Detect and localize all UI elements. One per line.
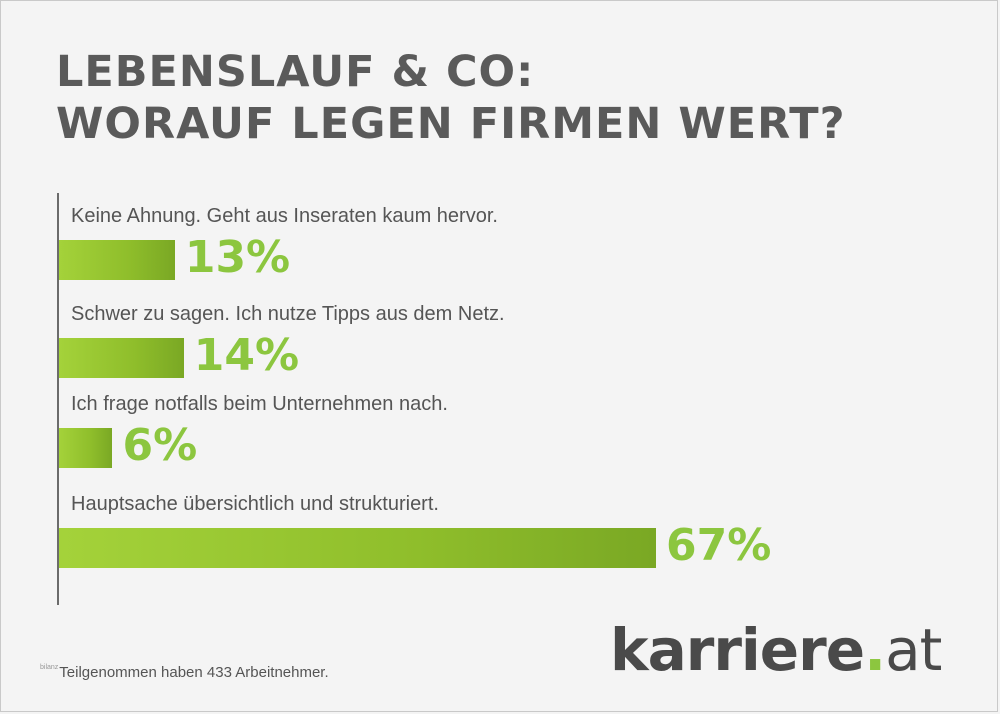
footnote-text: Teilgenommen haben 433 Arbeitnehmer. (59, 664, 329, 681)
chart-title: LEBENSLAUF & CO: WORAUF LEGEN FIRMEN WER… (56, 46, 846, 150)
value-label: 13% (184, 232, 291, 283)
title-line-2: WORAUF LEGEN FIRMEN WERT? (56, 99, 846, 149)
footnote: bilanzTeilgenommen haben 433 Arbeitnehme… (40, 664, 329, 681)
category-label: Hauptsache übersichtlich und strukturier… (71, 493, 439, 515)
logo-suffix: at (885, 616, 942, 684)
bar (59, 240, 175, 280)
category-label: Keine Ahnung. Geht aus Inseraten kaum he… (71, 205, 498, 227)
logo-name: karriere (610, 616, 865, 684)
value-label: 67% (666, 520, 772, 571)
value-label: 6% (122, 420, 198, 471)
y-axis-line (57, 193, 59, 605)
title-line-1: LEBENSLAUF & CO: (56, 47, 535, 97)
bar (59, 528, 656, 568)
footnote-tiny-text: bilanz (40, 664, 59, 671)
value-label: 14% (193, 330, 300, 381)
bar (59, 428, 113, 468)
bar (59, 338, 184, 378)
karriere-logo: karriere.at (610, 616, 942, 684)
logo-dot: . (864, 616, 886, 684)
category-label: Ich frage notfalls beim Unternehmen nach… (71, 393, 448, 415)
category-label: Schwer zu sagen. Ich nutze Tipps aus dem… (71, 303, 505, 325)
